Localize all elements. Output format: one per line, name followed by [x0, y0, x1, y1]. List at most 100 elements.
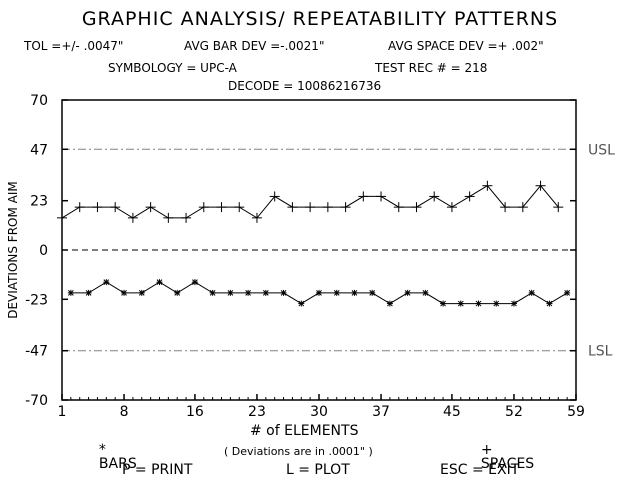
star-marker-d2 — [404, 290, 411, 296]
data-point-bars — [191, 279, 198, 286]
data-point-spaces — [92, 202, 103, 213]
star-marker-d2 — [138, 290, 145, 296]
decode-label: DECODE = 10086216736 — [228, 79, 382, 93]
print-command[interactable]: P = PRINT — [122, 462, 193, 478]
plot-area — [61, 99, 577, 401]
chart-title: GRAPHIC ANALYSIS/ REPEATABILITY PATTERNS — [81, 8, 559, 30]
star-marker-d2 — [475, 300, 482, 307]
tolerance-label: TOL =+/- .0047" — [24, 39, 124, 53]
star-marker-d2 — [440, 300, 446, 307]
data-point-spaces — [74, 202, 85, 213]
reference-lines: USL LSL — [62, 142, 615, 360]
data-point-spaces — [500, 202, 511, 213]
avg-space-dev-label: AVG SPACE DEV =+ .002" — [388, 39, 544, 53]
y-tick-label: -23 — [25, 292, 48, 308]
data-point-spaces — [163, 212, 174, 223]
star-marker-d2 — [103, 279, 110, 285]
y-tick-label: 47 — [30, 142, 48, 158]
data-point-bars — [227, 289, 234, 296]
data-point-spaces — [358, 191, 369, 202]
data-point-spaces — [517, 202, 528, 213]
data-point-bars — [280, 289, 287, 296]
star-marker-d2 — [280, 290, 287, 296]
data-point-bars — [386, 300, 393, 307]
legend-bars-label: BARS — [98, 456, 137, 472]
data-point-bars — [457, 300, 464, 307]
data-point-bars — [528, 289, 535, 296]
star-marker-d2 — [298, 300, 305, 307]
y-tick-label: -47 — [25, 344, 48, 360]
data-point-spaces — [127, 212, 138, 223]
star-marker-d2 — [245, 290, 251, 296]
star-marker-d2 — [316, 290, 322, 296]
x-tick-label: 30 — [310, 404, 328, 420]
data-point-bars — [209, 289, 216, 296]
x-tick-label: 52 — [505, 404, 523, 420]
y-tick-label: 23 — [30, 194, 48, 210]
data-point-spaces — [376, 191, 387, 202]
data-point-spaces — [464, 191, 475, 202]
data-point-bars — [404, 289, 411, 296]
y-tick-label: 0 — [39, 243, 48, 259]
star-marker-d2 — [511, 300, 517, 307]
x-tick-label: 23 — [248, 404, 266, 420]
data-point-spaces — [110, 202, 121, 213]
data-point-bars — [121, 289, 128, 296]
y-axis-label: DEVIATIONS FROM AIM — [6, 181, 20, 319]
data-point-bars — [369, 289, 376, 296]
data-point-bars — [564, 289, 571, 296]
x-axis-ticks: 1 8 16 23 30 37 45 52 59 — [58, 394, 585, 420]
data-point-bars — [440, 300, 447, 307]
exit-command[interactable]: ESC = EXIT — [440, 462, 520, 478]
star-marker-d2 — [121, 290, 127, 296]
data-point-bars — [298, 300, 305, 307]
data-point-spaces — [393, 202, 404, 213]
x-tick-label: 16 — [186, 404, 204, 420]
legend-spaces-label: SPACES — [480, 456, 535, 472]
star-marker-d2 — [68, 290, 74, 296]
data-point-bars — [67, 289, 74, 296]
plot-command[interactable]: L = PLOT — [286, 462, 350, 478]
data-point-spaces — [287, 202, 298, 213]
legend-spaces: + SPACES — [472, 429, 534, 471]
star-marker-d2 — [333, 290, 340, 296]
data-point-bars — [316, 289, 322, 296]
data-point-spaces — [429, 191, 440, 202]
bars-marker-icon: * — [98, 442, 106, 458]
x-tick-label: 37 — [372, 404, 390, 420]
data-point-bars — [138, 289, 145, 296]
data-point-bars — [546, 300, 553, 307]
x-tick-label: 59 — [567, 404, 585, 420]
star-marker-d2 — [493, 300, 500, 307]
data-point-spaces — [198, 202, 209, 213]
x-tick-label: 1 — [58, 404, 67, 420]
data-point-bars — [174, 289, 181, 296]
reference-label-lsl: LSL — [588, 344, 613, 360]
data-point-bars — [493, 300, 500, 307]
data-point-spaces — [216, 202, 227, 213]
avg-bar-dev-label: AVG BAR DEV =-.0021" — [184, 39, 325, 53]
plot-border — [61, 99, 577, 401]
data-point-spaces — [411, 202, 422, 213]
data-point-bars — [85, 289, 92, 296]
star-marker-d2 — [387, 300, 393, 307]
data-point-spaces — [553, 202, 564, 213]
data-point-bars — [422, 289, 429, 296]
data-point-spaces — [251, 212, 262, 223]
x-axis-label: # of ELEMENTS — [250, 423, 359, 439]
data-point-spaces — [482, 180, 493, 191]
data-point-bars — [351, 289, 358, 296]
data-point-spaces — [269, 191, 280, 202]
star-marker-d2 — [457, 300, 464, 307]
data-point-spaces — [57, 212, 67, 223]
x-tick-label: 8 — [120, 404, 129, 420]
data-point-spaces — [181, 212, 192, 223]
data-point-bars — [103, 279, 110, 286]
star-marker-d2 — [156, 279, 163, 285]
star-marker-d2 — [564, 290, 570, 296]
data-point-spaces — [305, 202, 316, 213]
x-tick-label: 45 — [443, 404, 461, 420]
data-point-spaces — [535, 180, 546, 191]
reference-label-usl: USL — [588, 142, 615, 158]
legend-bars: * BARS — [90, 429, 137, 471]
